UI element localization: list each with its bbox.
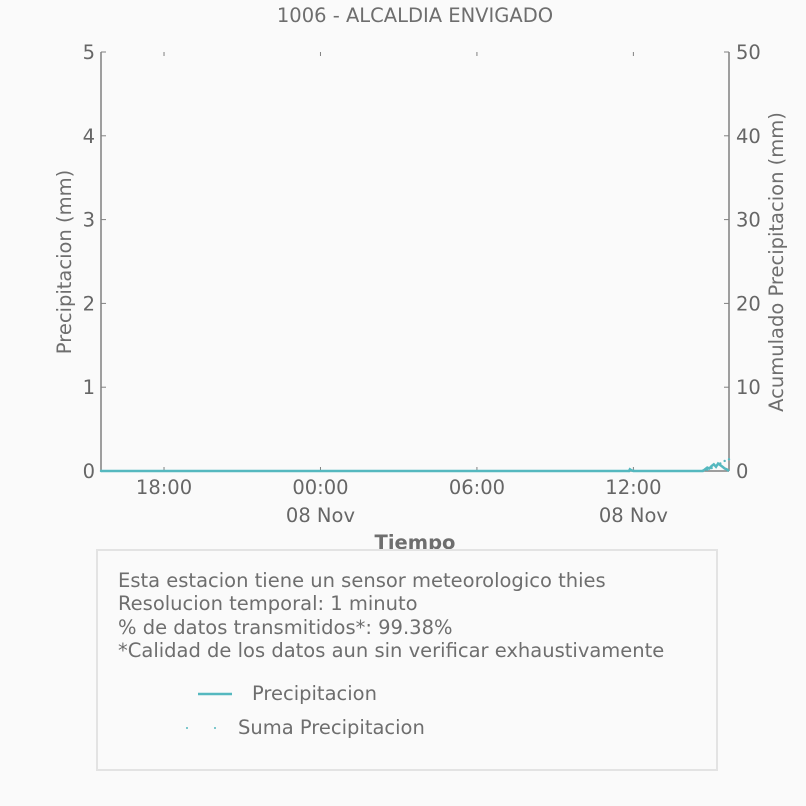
chart-title: 1006 - ALCALDIA ENVIGADO	[277, 4, 553, 27]
plot-area	[101, 52, 729, 471]
x-tick-sublabel: 08 Nov	[286, 504, 355, 527]
sensor-info-text: Esta estacion tiene un sensor meteorolog…	[118, 569, 606, 592]
y2-tick-label: 40	[736, 125, 761, 148]
y-tick-label: 3	[83, 209, 95, 232]
series-point-suma-precipitacion	[706, 468, 709, 471]
x-axis-label: Tiempo	[375, 531, 456, 554]
series-point-suma-precipitacion	[727, 458, 731, 461]
dots-swatch-icon	[186, 726, 216, 729]
quality-disclaimer-text: *Calidad de los datos aun sin verificar …	[118, 639, 665, 662]
legend-label-precipitacion: Precipitacion	[252, 682, 377, 705]
x-tick-sublabel: 08 Nov	[599, 504, 668, 527]
x-tick-label: 06:00	[449, 476, 505, 499]
y-axis-label: Precipitacion (mm)	[53, 170, 76, 354]
y-tick-label: 2	[83, 292, 95, 315]
line-swatch-icon	[198, 692, 232, 695]
x-tick-label: 18:00	[136, 476, 192, 499]
y-tick-label: 0	[83, 460, 95, 483]
x-tick-label: 12:00	[605, 476, 661, 499]
series-point-suma-precipitacion	[714, 464, 718, 468]
series-point-suma-precipitacion	[701, 469, 705, 472]
series-point-suma-precipitacion	[99, 469, 103, 473]
resolution-text: Resolucion temporal: 1 minuto	[118, 592, 418, 615]
series-point-suma-precipitacion	[719, 462, 722, 465]
y2-tick-label: 20	[736, 292, 761, 315]
info-box: Esta estacion tiene un sensor meteorolog…	[96, 549, 718, 771]
y2-tick-label: 50	[736, 41, 761, 64]
y-tick-label: 4	[83, 125, 95, 148]
y2-tick-label: 10	[736, 376, 761, 399]
y2-tick-label: 30	[736, 209, 761, 232]
series-point-suma-precipitacion	[627, 469, 631, 473]
legend-item-suma-precipitacion: Suma Precipitacion	[184, 716, 425, 739]
transmitted-data-text: % de datos transmitidos*: 99.38%	[118, 616, 453, 639]
series-point-suma-precipitacion	[632, 469, 635, 472]
legend-label-suma-precipitacion: Suma Precipitacion	[238, 716, 425, 739]
series-point-suma-precipitacion	[710, 466, 713, 470]
series-line-precipitacion	[101, 461, 730, 473]
x-tick-label: 00:00	[292, 476, 348, 499]
series-point-suma-precipitacion	[723, 459, 726, 463]
y-tick-label: 1	[83, 376, 95, 399]
y2-axis-label: Acumulado Precipitacion (mm)	[765, 112, 788, 412]
y-tick-label: 5	[83, 41, 95, 64]
y2-tick-label: 0	[736, 460, 748, 483]
legend-item-precipitacion: Precipitacion	[198, 682, 377, 705]
